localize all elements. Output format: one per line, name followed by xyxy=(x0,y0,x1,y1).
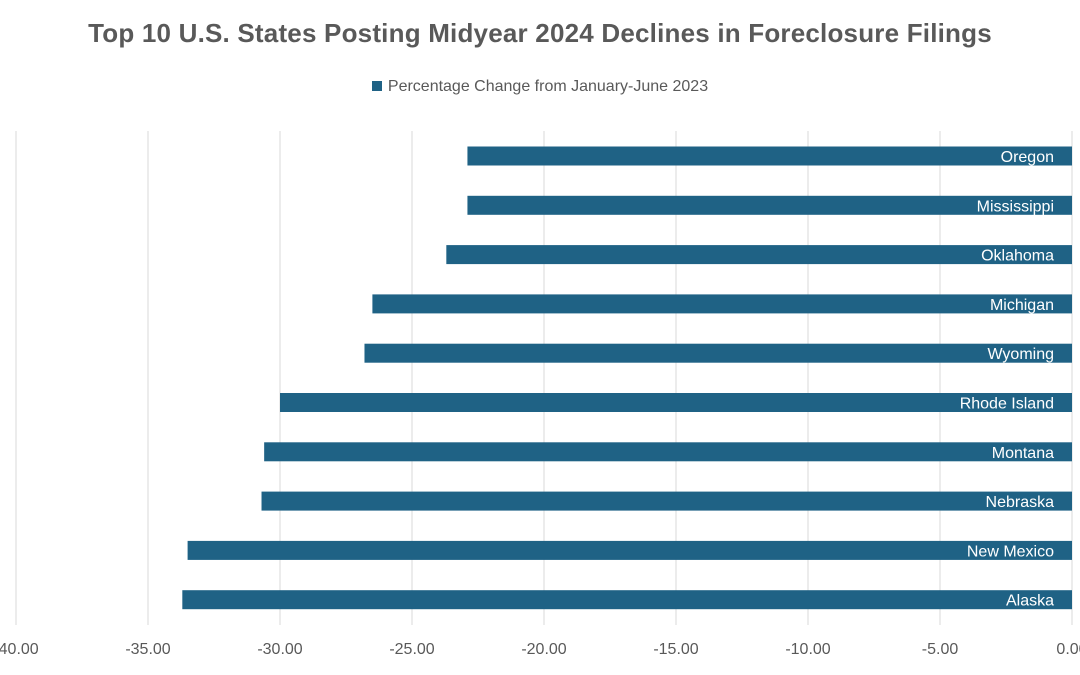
bar xyxy=(187,540,1073,560)
legend: Percentage Change from January-June 2023 xyxy=(0,78,1080,96)
x-tick-label: -30.00 xyxy=(257,641,302,658)
category-label: Oregon xyxy=(1001,149,1054,166)
x-tick-label: -35.00 xyxy=(125,641,170,658)
x-tick-label: -5.00 xyxy=(922,641,959,658)
x-tick-label: 0.00 xyxy=(1056,641,1080,658)
bar xyxy=(372,294,1072,314)
category-label: Wyoming xyxy=(987,346,1054,363)
category-label: Mississippi xyxy=(977,198,1054,215)
legend-label: Percentage Change from January-June 2023 xyxy=(387,78,709,95)
bar xyxy=(364,343,1073,363)
x-tick-label: -25.00 xyxy=(389,641,434,658)
category-label: Oklahoma xyxy=(981,248,1054,265)
bar xyxy=(280,393,1072,412)
category-label: Michigan xyxy=(990,297,1054,314)
bar xyxy=(264,442,1072,462)
bar xyxy=(182,590,1072,610)
x-tick-label: -15.00 xyxy=(653,641,698,658)
x-tick-label: -40.00 xyxy=(0,641,39,658)
chart-title: Top 10 U.S. States Posting Midyear 2024 … xyxy=(88,18,992,48)
x-tick-label: -10.00 xyxy=(785,641,830,658)
bar xyxy=(467,195,1072,215)
category-label: Alaska xyxy=(1006,593,1054,610)
category-label: Montana xyxy=(992,445,1054,462)
category-label: Nebraska xyxy=(986,494,1055,511)
category-label: Rhode Island xyxy=(960,396,1054,413)
category-label: New Mexico xyxy=(967,543,1054,560)
bar xyxy=(261,491,1072,511)
bar xyxy=(467,146,1072,166)
legend-swatch xyxy=(371,81,382,91)
bar xyxy=(446,245,1072,265)
x-tick-label: -20.00 xyxy=(521,641,566,658)
